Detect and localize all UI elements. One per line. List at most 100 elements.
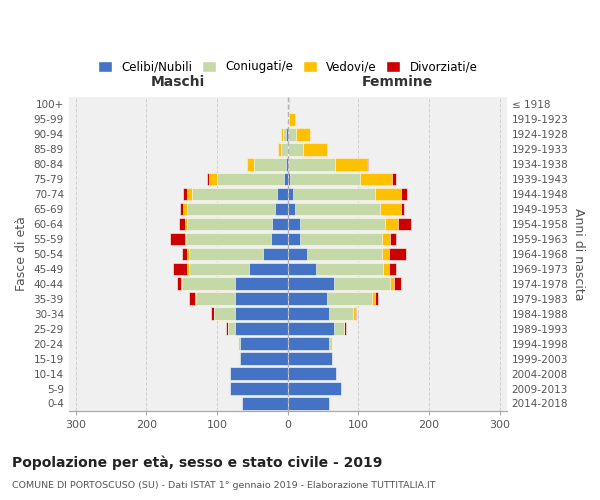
Bar (287, 128, 310, 140)
Bar (284, 173, 287, 186)
Bar (287, 262, 316, 275)
Bar (287, 292, 373, 305)
Bar (287, 113, 289, 126)
Bar (287, 278, 390, 290)
Bar (239, 338, 287, 350)
Bar (287, 158, 289, 170)
Bar (190, 292, 287, 305)
Bar (278, 143, 287, 156)
Bar (281, 143, 287, 156)
Bar (230, 367, 287, 380)
Bar (187, 262, 287, 275)
Bar (211, 308, 287, 320)
Bar (287, 202, 380, 215)
Bar (287, 98, 289, 110)
Bar (287, 338, 332, 350)
Bar (287, 143, 302, 156)
Bar (287, 278, 334, 290)
Bar (287, 218, 410, 230)
Text: COMUNE DI PORTOSCUSO (SU) - Dati ISTAT 1° gennaio 2019 - Elaborazione TUTTITALIA: COMUNE DI PORTOSCUSO (SU) - Dati ISTAT 1… (12, 480, 436, 490)
Bar (287, 397, 329, 410)
Bar (281, 128, 287, 140)
Bar (287, 352, 331, 365)
Bar (247, 158, 287, 170)
Bar (227, 322, 287, 335)
Bar (287, 173, 361, 186)
Bar (287, 248, 389, 260)
Bar (287, 158, 335, 170)
Bar (185, 232, 287, 245)
Bar (287, 397, 329, 410)
Bar (183, 202, 287, 215)
Bar (230, 367, 287, 380)
Bar (247, 158, 287, 170)
Bar (287, 218, 385, 230)
Bar (235, 278, 287, 290)
Bar (287, 188, 401, 200)
Bar (287, 308, 355, 320)
Bar (193, 188, 287, 200)
Bar (287, 262, 383, 275)
Y-axis label: Anni di nascita: Anni di nascita (572, 208, 585, 300)
Bar (209, 173, 287, 186)
Bar (235, 308, 287, 320)
Bar (287, 202, 404, 215)
Bar (182, 248, 287, 260)
Bar (287, 232, 390, 245)
Bar (249, 262, 287, 275)
Bar (187, 188, 287, 200)
Bar (287, 248, 307, 260)
Bar (287, 248, 382, 260)
Bar (226, 322, 287, 335)
Bar (287, 292, 374, 305)
Bar (195, 292, 287, 305)
Bar (189, 262, 287, 275)
Bar (287, 322, 344, 335)
Legend: Celibi/Nubili, Coniugati/e, Vedovi/e, Divorziati/e: Celibi/Nubili, Coniugati/e, Vedovi/e, Di… (93, 56, 482, 78)
Bar (281, 128, 287, 140)
Bar (287, 278, 401, 290)
Bar (283, 128, 287, 140)
Bar (287, 397, 329, 410)
Bar (242, 397, 287, 410)
Bar (230, 382, 287, 395)
Bar (287, 128, 310, 140)
Bar (287, 232, 396, 245)
Bar (287, 367, 336, 380)
Bar (287, 128, 296, 140)
Bar (214, 308, 287, 320)
Bar (287, 232, 382, 245)
Bar (286, 128, 287, 140)
Bar (181, 278, 287, 290)
Bar (214, 308, 287, 320)
Bar (238, 338, 287, 350)
Bar (230, 382, 287, 395)
Bar (239, 352, 287, 365)
Bar (287, 232, 301, 245)
Bar (287, 173, 290, 186)
Bar (230, 382, 287, 395)
Bar (196, 292, 287, 305)
Bar (239, 352, 287, 365)
Bar (287, 352, 332, 365)
Bar (230, 367, 287, 380)
Bar (287, 128, 289, 140)
Bar (287, 262, 396, 275)
Bar (278, 143, 287, 156)
Bar (287, 382, 341, 395)
Bar (287, 338, 332, 350)
Bar (242, 397, 287, 410)
Bar (287, 382, 341, 395)
Bar (286, 158, 287, 170)
Bar (235, 322, 287, 335)
Bar (242, 397, 287, 410)
Bar (235, 292, 287, 305)
Bar (242, 397, 287, 410)
Bar (178, 278, 287, 290)
Bar (287, 352, 332, 365)
Bar (287, 352, 332, 365)
Bar (263, 248, 287, 260)
Y-axis label: Fasce di età: Fasce di età (15, 216, 28, 292)
Bar (287, 292, 326, 305)
Bar (287, 158, 367, 170)
